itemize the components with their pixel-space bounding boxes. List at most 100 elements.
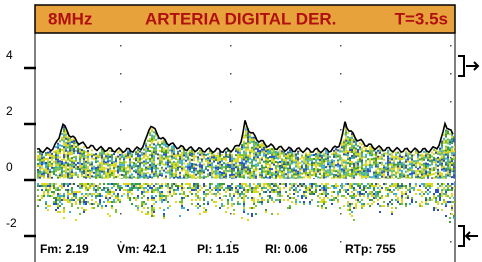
spectrum-pixel bbox=[49, 153, 51, 155]
spectrum-pixel bbox=[277, 157, 279, 159]
spectrum-pixel bbox=[287, 172, 289, 174]
spectrum-pixel bbox=[395, 195, 397, 197]
spectrum-pixel bbox=[387, 156, 389, 158]
spectrum-pixel bbox=[257, 152, 259, 154]
spectrum-pixel bbox=[297, 161, 299, 163]
spectrum-pixel bbox=[377, 166, 379, 168]
spectrum-pixel bbox=[41, 189, 43, 191]
spectrum-pixel bbox=[433, 167, 435, 169]
spectrum-pixel bbox=[297, 167, 299, 169]
spectrum-pixel bbox=[405, 159, 407, 161]
spectrum-pixel bbox=[319, 171, 321, 173]
spectrum-pixel bbox=[167, 195, 169, 197]
spectrum-pixel bbox=[71, 191, 73, 193]
spectrum-pixel bbox=[377, 174, 379, 176]
sweep-time: T=3.5s bbox=[395, 9, 448, 28]
spectrum-pixel bbox=[445, 162, 447, 164]
spectrum-pixel bbox=[423, 159, 425, 161]
spectrum-pixel bbox=[405, 161, 407, 163]
spectrum-pixel bbox=[63, 150, 65, 152]
spectrum-pixel bbox=[105, 195, 107, 197]
spectrum-pixel bbox=[355, 183, 357, 185]
spectrum-pixel bbox=[219, 157, 221, 159]
spectrum-pixel bbox=[151, 215, 153, 217]
spectrum-pixel bbox=[321, 205, 323, 207]
spectrum-pixel bbox=[441, 175, 443, 177]
spectrum-pixel bbox=[303, 201, 305, 203]
spectrum-pixel bbox=[255, 152, 257, 154]
spectrum-pixel bbox=[209, 158, 211, 160]
spectrum-pixel bbox=[153, 209, 155, 211]
spectrum-pixel bbox=[269, 152, 271, 154]
spectrum-pixel bbox=[251, 165, 253, 167]
spectrum-pixel bbox=[423, 165, 425, 167]
spectrum-pixel bbox=[169, 187, 171, 189]
spectrum-pixel bbox=[61, 137, 63, 139]
spectrum-pixel bbox=[341, 150, 343, 152]
spectrum-pixel bbox=[161, 141, 163, 143]
spectrum-pixel bbox=[441, 163, 443, 165]
spectrum-pixel bbox=[105, 205, 107, 207]
spectrum-pixel bbox=[229, 158, 231, 160]
spectrum-pixel bbox=[229, 176, 231, 178]
spectrum-pixel bbox=[247, 145, 249, 147]
spectrum-pixel bbox=[159, 207, 161, 209]
spectrum-pixel bbox=[325, 166, 327, 168]
spectrum-pixel bbox=[367, 150, 369, 152]
spectrum-pixel bbox=[177, 169, 179, 171]
spectrum-pixel bbox=[337, 155, 339, 157]
spectrum-pixel bbox=[77, 150, 79, 152]
spectrum-pixel bbox=[235, 174, 237, 176]
spectrum-pixel bbox=[421, 160, 423, 162]
spectrum-pixel bbox=[249, 138, 251, 140]
spectrum-pixel bbox=[323, 191, 325, 193]
spectrum-pixel bbox=[323, 167, 325, 169]
spectrum-pixel bbox=[323, 169, 325, 171]
spectrum-pixel bbox=[61, 199, 63, 201]
spectrum-pixel bbox=[289, 187, 291, 189]
spectrum-pixel bbox=[313, 154, 315, 156]
spectrum-pixel bbox=[299, 183, 301, 185]
spectrum-pixel bbox=[437, 173, 439, 175]
spectrum-pixel bbox=[67, 195, 69, 197]
spectrum-pixel bbox=[63, 207, 65, 209]
spectrum-pixel bbox=[305, 158, 307, 160]
spectrum-pixel bbox=[97, 205, 99, 207]
spectrum-pixel bbox=[179, 193, 181, 195]
spectrum-pixel bbox=[63, 195, 65, 197]
spectrum-pixel bbox=[253, 141, 255, 143]
spectrum-pixel bbox=[129, 165, 131, 167]
spectrum-pixel bbox=[125, 157, 127, 159]
spectrum-pixel bbox=[315, 155, 317, 157]
spectrum-pixel bbox=[219, 207, 221, 209]
spectrum-pixel bbox=[265, 172, 267, 174]
spectrum-pixel bbox=[199, 166, 201, 168]
spectrum-pixel bbox=[257, 146, 259, 148]
spectrum-pixel bbox=[257, 154, 259, 156]
spectrum-pixel bbox=[269, 197, 271, 199]
spectrum-pixel bbox=[387, 205, 389, 207]
spectrum-pixel bbox=[201, 164, 203, 166]
spectrum-pixel bbox=[219, 175, 221, 177]
spectrum-pixel bbox=[293, 167, 295, 169]
spectrum-pixel bbox=[85, 197, 87, 199]
spectrum-pixel bbox=[413, 172, 415, 174]
spectrum-pixel bbox=[133, 170, 135, 172]
spectrum-pixel bbox=[135, 197, 137, 199]
spectrum-pixel bbox=[47, 191, 49, 193]
spectrum-pixel bbox=[153, 139, 155, 141]
spectrum-pixel bbox=[279, 191, 281, 193]
spectrum-pixel bbox=[107, 157, 109, 159]
spectrum-pixel bbox=[79, 191, 81, 193]
spectrum-pixel bbox=[63, 154, 65, 156]
spectrum-pixel bbox=[51, 159, 53, 161]
spectrum-pixel bbox=[147, 156, 149, 158]
spectrum-pixel bbox=[351, 161, 353, 163]
spectrum-pixel bbox=[279, 157, 281, 159]
spectrum-pixel bbox=[179, 201, 181, 203]
spectrum-pixel bbox=[149, 134, 151, 136]
spectrum-pixel bbox=[89, 187, 91, 189]
spectrum-pixel bbox=[247, 173, 249, 175]
spectrum-pixel bbox=[231, 187, 233, 189]
spectrum-pixel bbox=[51, 163, 53, 165]
